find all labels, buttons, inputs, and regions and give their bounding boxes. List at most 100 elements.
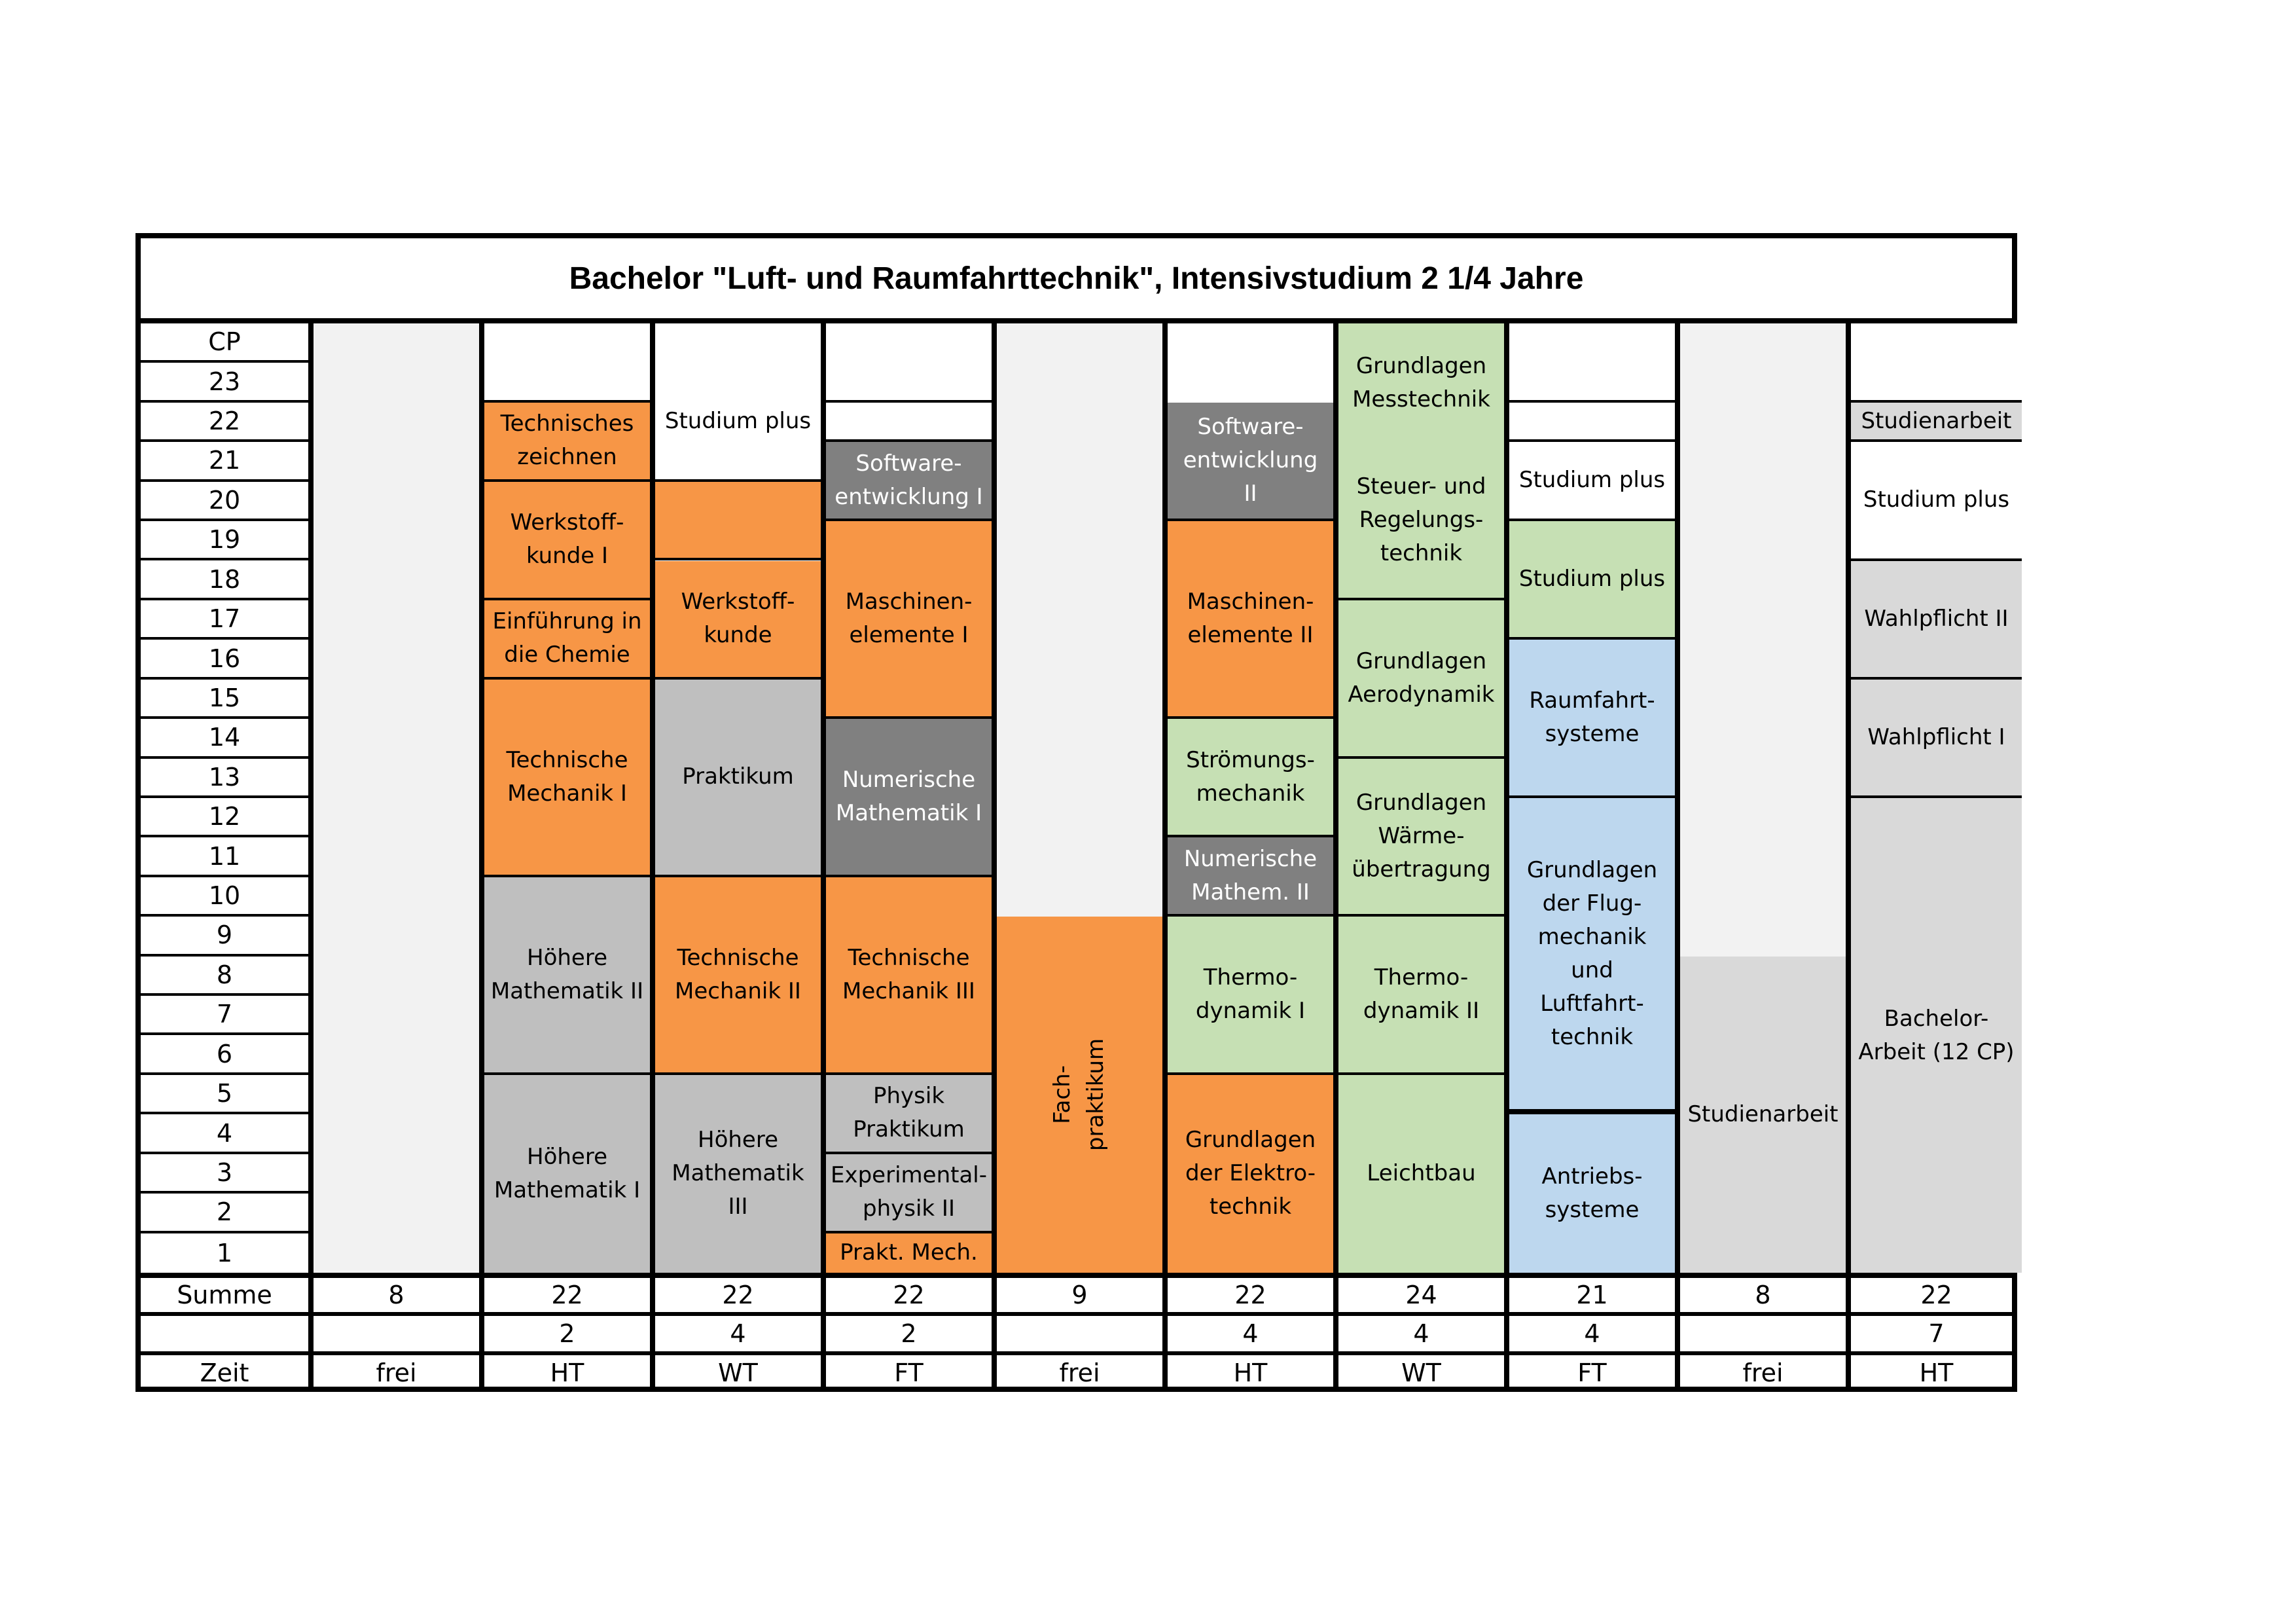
module-block: Studium plus [655,363,821,482]
summary-cell: 4 [1338,1316,1509,1351]
module-block: Raumfahrt- systeme [1509,640,1675,798]
module-label: Software- entwicklung I [834,450,983,510]
summary-cell: 22 [1168,1278,1338,1312]
module-label: Studium plus [1518,467,1666,494]
module-label: Numerische Mathem. II [1183,845,1318,905]
cp-axis-label: 8 [141,957,308,996]
module-label: Software- entwicklung II [1183,413,1318,507]
semester-column-5: Fach- praktikum [997,323,1168,1273]
module-block: Leichtbau [1338,1074,1504,1273]
module-label: Werkstoff- kunde I [510,509,624,570]
cp-axis-label: 22 [141,403,308,443]
empty-slot [1509,402,1675,443]
summary-cell: 22 [1920,1281,1952,1309]
module-block: Technische Mechanik III [826,877,992,1075]
module-block: Steuer- und Regelungs- technik [1338,442,1504,600]
empty-slot [655,323,821,363]
module-block: Studium plus [1851,442,2022,561]
cp-axis-label: 4 [141,1114,308,1154]
module-block: Strömungs- mechanik [1168,719,1333,838]
cp-axis-label: 2 [141,1194,308,1233]
cp-axis-column: CP 23 22 21 20 19 18 17 16 15 14 13 12 11 10 9 8 7 6 5 4 3 2 1 [141,323,314,1273]
semester-column-2: Höhere Mathematik I Höhere Mathematik II T… [484,323,655,1273]
cp-axis-label: 14 [141,719,308,759]
module-block: Antriebs- systeme [1509,1114,1675,1273]
summary-row-zeit: Zeit frei HT WT FT frei HT WT FT frei HT [141,1351,2012,1391]
empty-slot [1509,363,1675,403]
empty-slot [826,402,992,443]
module-block: Thermo- dynamik II [1338,917,1504,1075]
module-label: Grundlagen der Flug- mechanik und Luftfa… [1526,856,1658,1050]
summary-cell: 2 [826,1316,997,1351]
empty-slot [826,363,992,403]
module-block: Maschinen- elemente I [826,521,992,720]
cp-axis-label: 15 [141,680,308,720]
module-label: Experimental- physik II [831,1162,987,1222]
empty-slot [484,363,650,403]
module-label: Technische Mechanik III [842,944,975,1004]
module-label: Höhere Mathematik II [490,944,644,1004]
module-block: Physik Praktikum [826,1074,992,1154]
cp-axis-label: 11 [141,837,308,877]
cp-axis-label: 9 [141,917,308,957]
module-label: Grundlagen Messtechnik [1352,352,1490,412]
module-block: Technische Mechanik I [484,679,650,877]
module-block: Software- entwicklung II [1168,402,1333,522]
module-label: Steuer- und Regelungs- technik [1356,473,1486,566]
module-block: Numerische Mathem. II [1168,837,1333,917]
module-label: Wahlpflicht II [1864,605,2009,632]
plan-grid: CP 23 22 21 20 19 18 17 16 15 14 13 12 11 10 9 8 7 6 5 4 3 2 1 H… [141,323,2022,1391]
page-title: Bachelor "Luft- und Raumfahrttechnik", I… [141,238,2012,323]
summary-cell: HT [1919,1359,1954,1387]
module-block: Praktikum [655,679,821,877]
summary-cell: 4 [1168,1316,1338,1351]
module-label: Technische Mechanik I [506,746,628,807]
module-label: Prakt. Mech. [840,1239,978,1266]
module-label: Thermo- dynamik I [1195,964,1306,1025]
module-block: Software- entwicklung I [826,442,992,522]
summary-row-label [141,1316,314,1351]
module-label: Grundlagen der Elektro- technik [1185,1127,1316,1220]
module-label: Studienarbeit [1861,407,2012,434]
module-label: Numerische Mathematik I [835,766,982,826]
summary-cell: 2 [484,1316,655,1351]
cp-axis-label: 6 [141,1036,308,1075]
module-block: Numerische Mathematik I [826,719,992,877]
module-label: Physik Praktikum [853,1083,965,1143]
cp-axis-label: 7 [141,996,308,1036]
cp-axis-label: 21 [141,442,308,482]
module-block: Technische Mechanik II [655,877,821,1075]
module-block: Thermo- dynamik I [1168,917,1333,1075]
module-label: Studium plus [664,407,812,434]
summary-cell: FT [826,1355,997,1391]
module-label: Grundlagen Wärme- übertragung [1352,789,1491,883]
semester-column-10: Bachelor- Arbeit (12 CP) Wahlpflicht I Wah… [1851,323,2022,1273]
module-label: Wahlpflicht I [1867,723,2005,750]
summary-cell: HT [484,1355,655,1391]
cp-axis-label: 13 [141,759,308,798]
summary-cell [314,1316,484,1351]
empty-slot [655,481,821,561]
module-label: Strömungs- mechanik [1186,746,1315,807]
summary-row-label: Zeit [141,1355,314,1391]
summary-cell: 22 [826,1278,997,1312]
cp-axis-label: 18 [141,561,308,600]
module-block: Studium plus [1509,521,1675,640]
module-block: Grundlagen der Elektro- technik [1168,1074,1333,1273]
module-block: Bachelor- Arbeit (12 CP) [1851,798,2022,1273]
module-block: Experimental- physik II [826,1154,992,1233]
empty-slot [1680,323,1846,957]
module-block: Studienarbeit [1851,402,2022,443]
empty-slot [484,323,650,363]
summary-cell: 22 [484,1278,655,1312]
semester-column-6: Grundlagen der Elektro- technik Thermo- d… [1168,323,1338,1273]
module-label: Fach- praktikum [1049,1038,1109,1152]
module-label: Technisches zeichnen [500,410,634,471]
module-label: Technische Mechanik II [675,944,801,1004]
summary-cell [1680,1316,1851,1351]
semester-column-4: Prakt. Mech. Experimental- physik II Physi… [826,323,997,1273]
module-block: Prakt. Mech. [826,1233,992,1273]
module-label: Höhere Mathematik I [493,1143,641,1203]
module-block: Werkstoff- kunde [655,560,821,680]
